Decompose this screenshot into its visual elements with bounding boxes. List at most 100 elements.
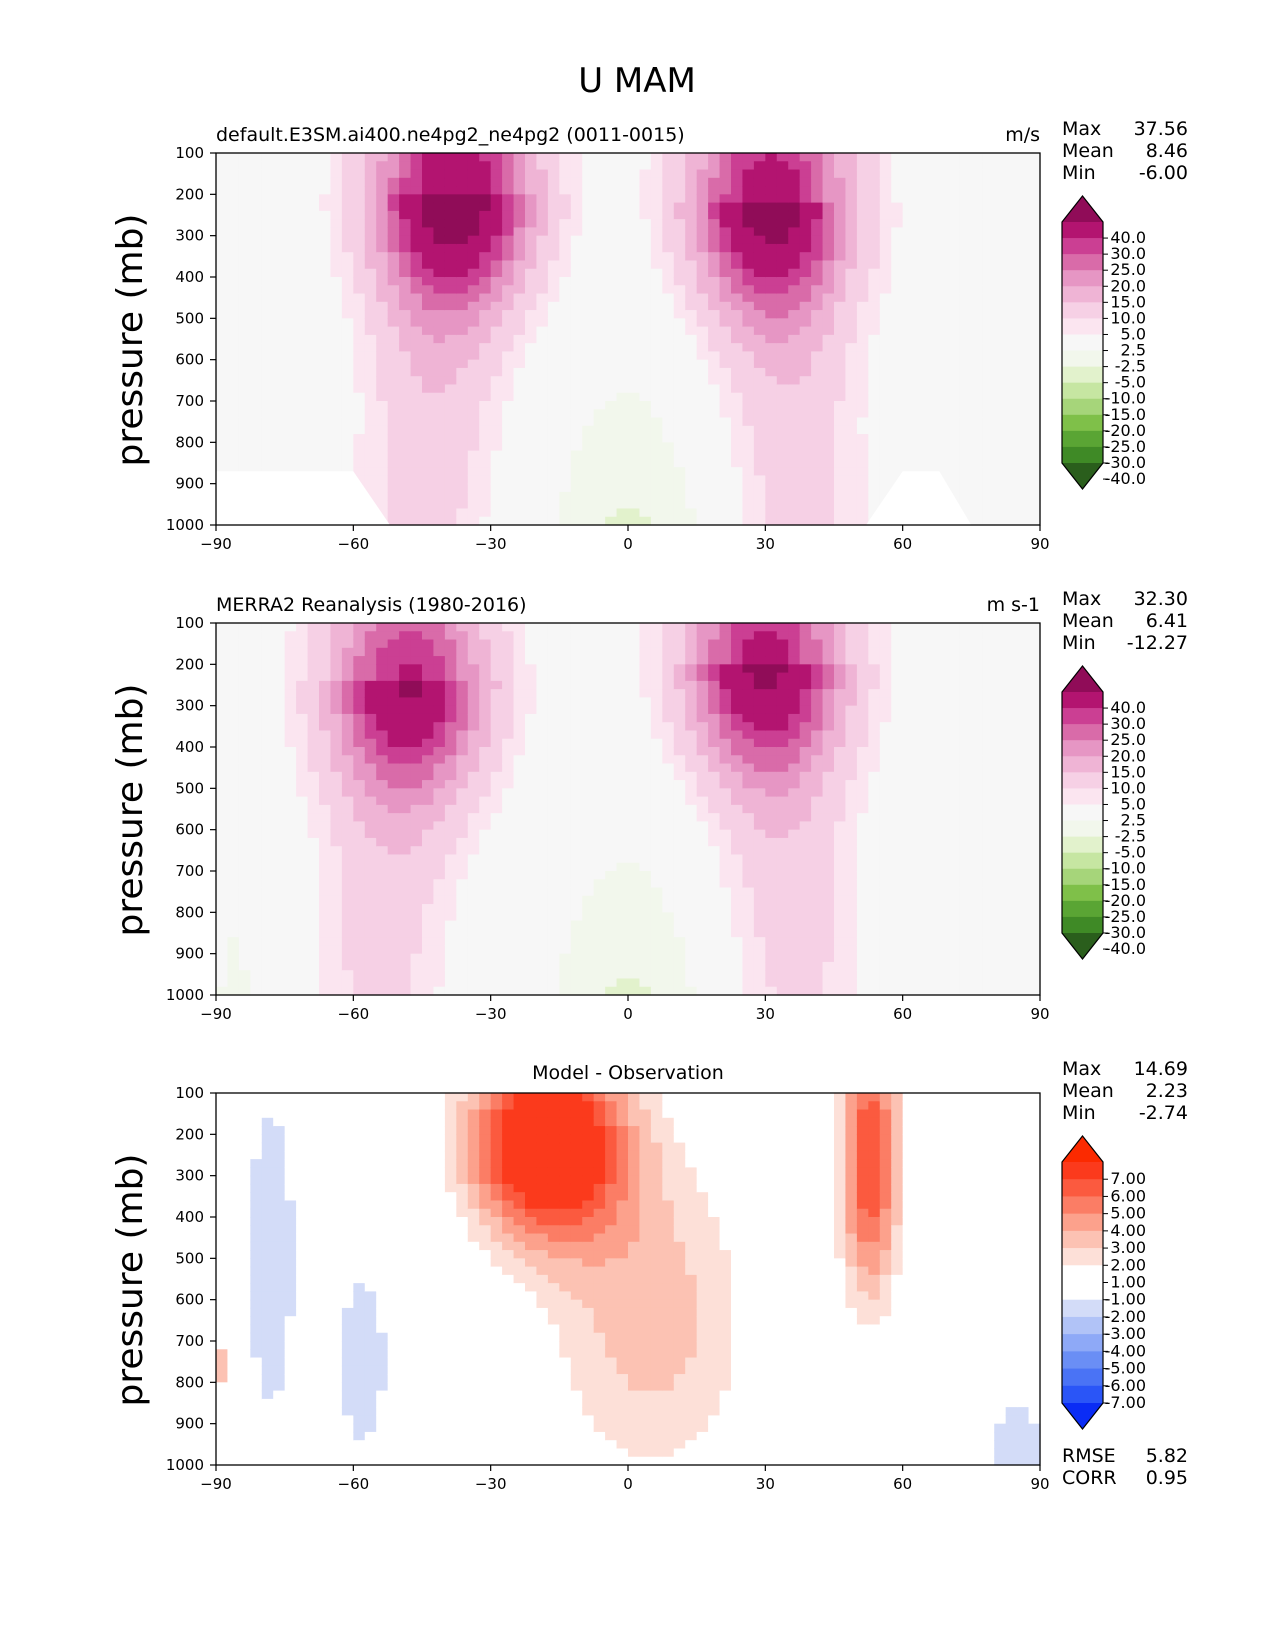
field-cell [536,450,549,460]
field-cell [536,384,549,394]
field-cell [845,409,858,419]
field-cell [914,392,927,402]
field-cell [1017,491,1030,501]
field-cell [982,301,995,311]
field-cell [364,409,377,419]
field-cell [422,293,435,303]
field-cell [422,755,435,765]
field-cell [650,161,663,171]
field-cell [227,945,240,955]
field-cell [341,318,354,328]
field-cell [422,376,435,386]
field-cell [605,747,618,756]
field-cell [879,252,892,262]
field-cell [559,879,572,889]
panel-obs-title: MERRA2 Reanalysis (1980-2016) [216,594,527,616]
field-cell [330,961,343,971]
field-cell [250,210,263,220]
field-cell [925,161,938,171]
field-cell [502,450,515,460]
field-cell [845,219,858,228]
field-cell [273,788,286,798]
field-cell [238,186,251,195]
field-cell [559,639,572,649]
field-cell [536,500,549,510]
field-cell [902,301,915,311]
field-cell [330,243,343,253]
field-cell [444,450,457,460]
field-cell [410,409,423,419]
field-cell [422,425,435,435]
field-cell [570,268,583,278]
field-cell [307,277,320,286]
field-cell [799,409,812,419]
field-cell [662,434,675,443]
field-cell [238,202,251,212]
field-cell [479,177,492,187]
field-cell [376,491,389,501]
field-cell [307,796,320,806]
field-cell [536,326,549,336]
field-cell [261,219,274,228]
field-cell [490,318,503,328]
field-cell [731,434,744,443]
field-cell [444,755,457,765]
field-cell [891,417,904,427]
field-cell [834,483,847,493]
field-cell [330,854,343,864]
field-cell [364,161,377,171]
field-cell [387,219,400,228]
field-cell [422,829,435,839]
field-cell [753,268,766,278]
field-cell [341,434,354,443]
field-cell [410,260,423,270]
field-cell [765,268,778,278]
field-cell [513,631,526,641]
field-cell [216,846,229,856]
field-cell [673,243,686,253]
field-cell [307,970,320,980]
field-cell [273,647,286,657]
field-cell [525,804,538,814]
field-cell [582,804,595,814]
field-cell [536,153,549,162]
field-cell [422,450,435,460]
field-cell [662,177,675,187]
field-cell [410,680,423,690]
field-cell [570,169,583,179]
field-cell [479,747,492,756]
field-cell [525,970,538,980]
field-cell [982,450,995,460]
field-cell [410,647,423,657]
field-cell [353,186,366,195]
field-cell [536,458,549,468]
field-cell [582,680,595,690]
field-cell [376,738,389,748]
field-cell [296,920,309,930]
field-cell [387,738,400,748]
field-cell [914,458,927,468]
field-cell [593,895,606,905]
field-cell [433,384,446,394]
field-cell [959,376,972,386]
field-cell [971,194,984,204]
field-cell [536,376,549,386]
field-cell [467,153,480,162]
field-cell [341,376,354,386]
field-cell [250,227,263,237]
field-cell [364,722,377,732]
field-cell [284,268,297,278]
field-cell [433,837,446,847]
field-cell [868,186,881,195]
field-cell [250,738,263,748]
field-cell [433,491,446,501]
field-cell [284,656,297,665]
field-cell [765,169,778,179]
field-cell [490,194,503,204]
field-cell [353,268,366,278]
field-cell [959,450,972,460]
field-cell [353,260,366,270]
field-cell [216,623,229,632]
field-cell [353,804,366,814]
field-cell [410,804,423,814]
